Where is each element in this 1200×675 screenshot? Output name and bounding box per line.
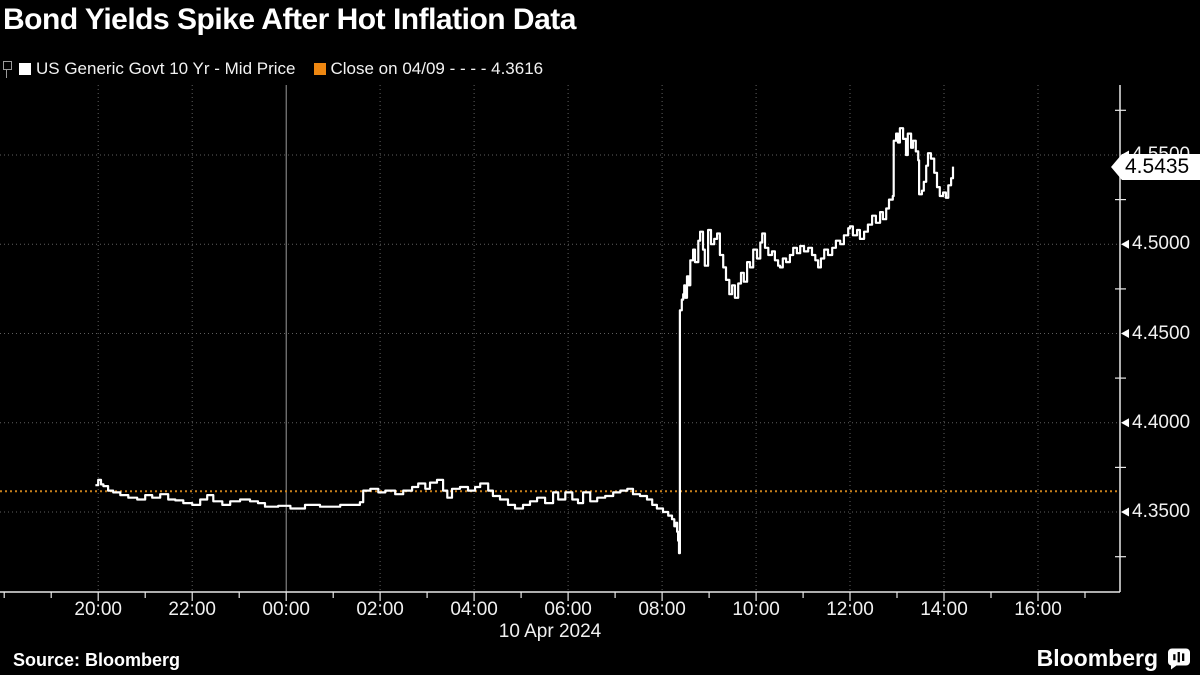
- x-axis-label: 12:00: [826, 599, 874, 620]
- horizontal-gridlines: [0, 154, 1120, 513]
- source-credit: Source: Bloomberg: [13, 650, 181, 670]
- legend-item-close: Close on 04/09 - - - - 4.3616: [313, 59, 544, 79]
- x-axis-label: 04:00: [450, 599, 498, 620]
- x-axis-label: 22:00: [168, 599, 216, 620]
- x-axis-label: 10:00: [732, 599, 780, 620]
- y-axis-label: 4.5000: [1132, 233, 1191, 255]
- series-step-line: [95, 127, 955, 555]
- legend: US Generic Govt 10 Yr - Mid Price Close …: [3, 58, 561, 80]
- vertical-gridlines: [97, 85, 1039, 592]
- legend-series-label: US Generic Govt 10 Yr - Mid Price: [36, 59, 296, 78]
- x-axis-label: 08:00: [638, 599, 686, 620]
- legend-key-icon: [3, 60, 12, 78]
- x-axis-label: 20:00: [74, 599, 122, 620]
- axis-ticks: [3, 109, 1129, 601]
- bloomberg-wordmark: Bloomberg: [1036, 645, 1158, 671]
- bloomberg-icon: [1168, 648, 1190, 669]
- x-axis-label: 16:00: [1014, 599, 1062, 620]
- y-axis-label: 4.4000: [1132, 411, 1191, 433]
- series-swatch-icon: [19, 63, 31, 75]
- x-axis-label: 00:00: [262, 599, 310, 620]
- close-swatch-icon: [313, 63, 326, 75]
- y-axis-label: 4.3500: [1132, 501, 1191, 522]
- legend-close-label: Close on 04/09 - - - - 4.3616: [330, 59, 544, 78]
- bloomberg-logo: Bloomberg: [1037, 645, 1191, 672]
- y-axis-label: 4.4500: [1132, 322, 1191, 344]
- x-axis-label: 14:00: [920, 599, 968, 620]
- x-axis-date-label: 10 Apr 2024: [498, 621, 602, 642]
- last-price-tag: 4.5435: [1111, 153, 1200, 180]
- axis-lines: [0, 85, 1121, 593]
- legend-item-series: US Generic Govt 10 Yr - Mid Price: [19, 59, 296, 79]
- x-axis-label: 02:00: [356, 599, 404, 620]
- x-axis-label: 06:00: [544, 599, 592, 620]
- chart-title: Bond Yields Spike After Hot Inflation Da…: [3, 3, 576, 36]
